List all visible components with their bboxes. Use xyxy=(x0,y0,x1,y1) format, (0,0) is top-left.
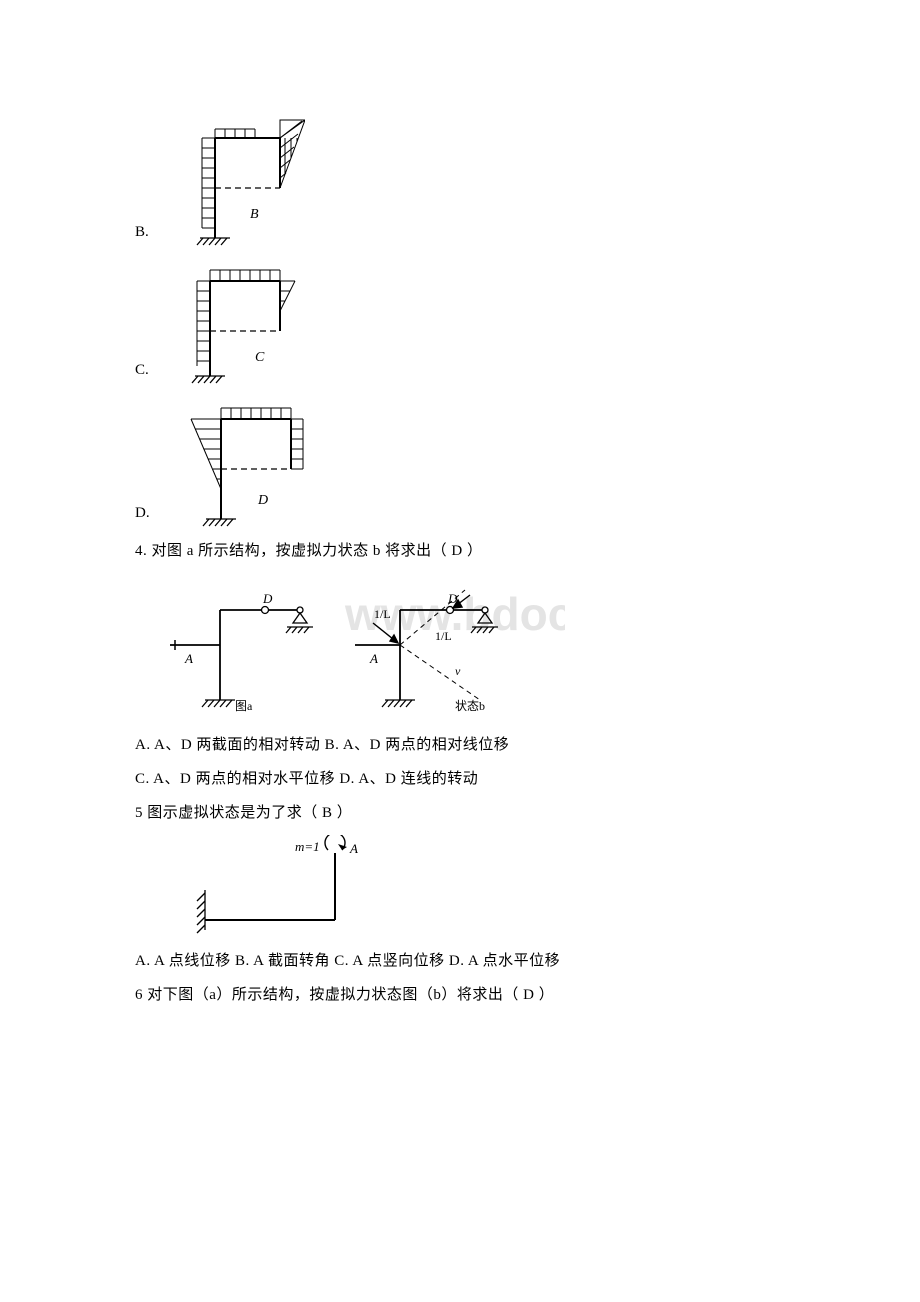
option-d-figure: D xyxy=(156,394,316,529)
svg-text:1/L: 1/L xyxy=(374,607,391,621)
q4-options-cd: C. A、D 两点的相对水平位移 D. A、D 连线的转动 xyxy=(135,767,785,791)
svg-text:D: D xyxy=(447,591,458,606)
svg-text:ν: ν xyxy=(455,664,461,678)
q5-figure: m=1 A xyxy=(185,835,405,935)
svg-text:D: D xyxy=(262,591,273,606)
svg-text:m=1: m=1 xyxy=(295,839,320,854)
svg-text:A: A xyxy=(369,651,378,666)
q5-prompt: 5 图示虚拟状态是为了求（ B ） xyxy=(135,801,785,825)
svg-text:状态b: 状态b xyxy=(455,699,485,713)
q6-prompt: 6 对下图（a）所示结构，按虚拟力状态图（b）将求出（ D ） xyxy=(135,983,785,1007)
q5-figure-row: m=1 A xyxy=(185,835,785,935)
option-b-figure: B xyxy=(155,118,305,248)
q4-figure: www.bdocx.com xyxy=(155,575,565,715)
svg-text:A: A xyxy=(349,841,358,856)
option-c-row: C. xyxy=(135,256,785,386)
option-d-letter: D. xyxy=(135,501,150,529)
option-c-letter: C. xyxy=(135,358,149,386)
svg-text:图a: 图a xyxy=(235,699,253,713)
option-d-label: D xyxy=(257,493,268,508)
option-c-figure: C xyxy=(155,256,305,386)
q5-options: A. A 点线位移 B. A 截面转角 C. A 点竖向位移 D. A 点水平位… xyxy=(135,949,785,973)
q4-options-ab: A. A、D 两截面的相对转动 B. A、D 两点的相对线位移 xyxy=(135,733,785,757)
option-b-letter: B. xyxy=(135,220,149,248)
option-b-label: B xyxy=(250,207,259,222)
q4-figure-row: www.bdocx.com xyxy=(155,575,785,715)
svg-text:A: A xyxy=(184,651,193,666)
svg-text:1/L: 1/L xyxy=(435,629,452,643)
q4-prompt: 4. 对图 a 所示结构，按虚拟力状态 b 将求出（ D ） xyxy=(135,539,785,563)
option-c-label: C xyxy=(255,350,265,365)
option-d-row: D. xyxy=(135,394,785,529)
option-b-row: B. xyxy=(135,118,785,248)
